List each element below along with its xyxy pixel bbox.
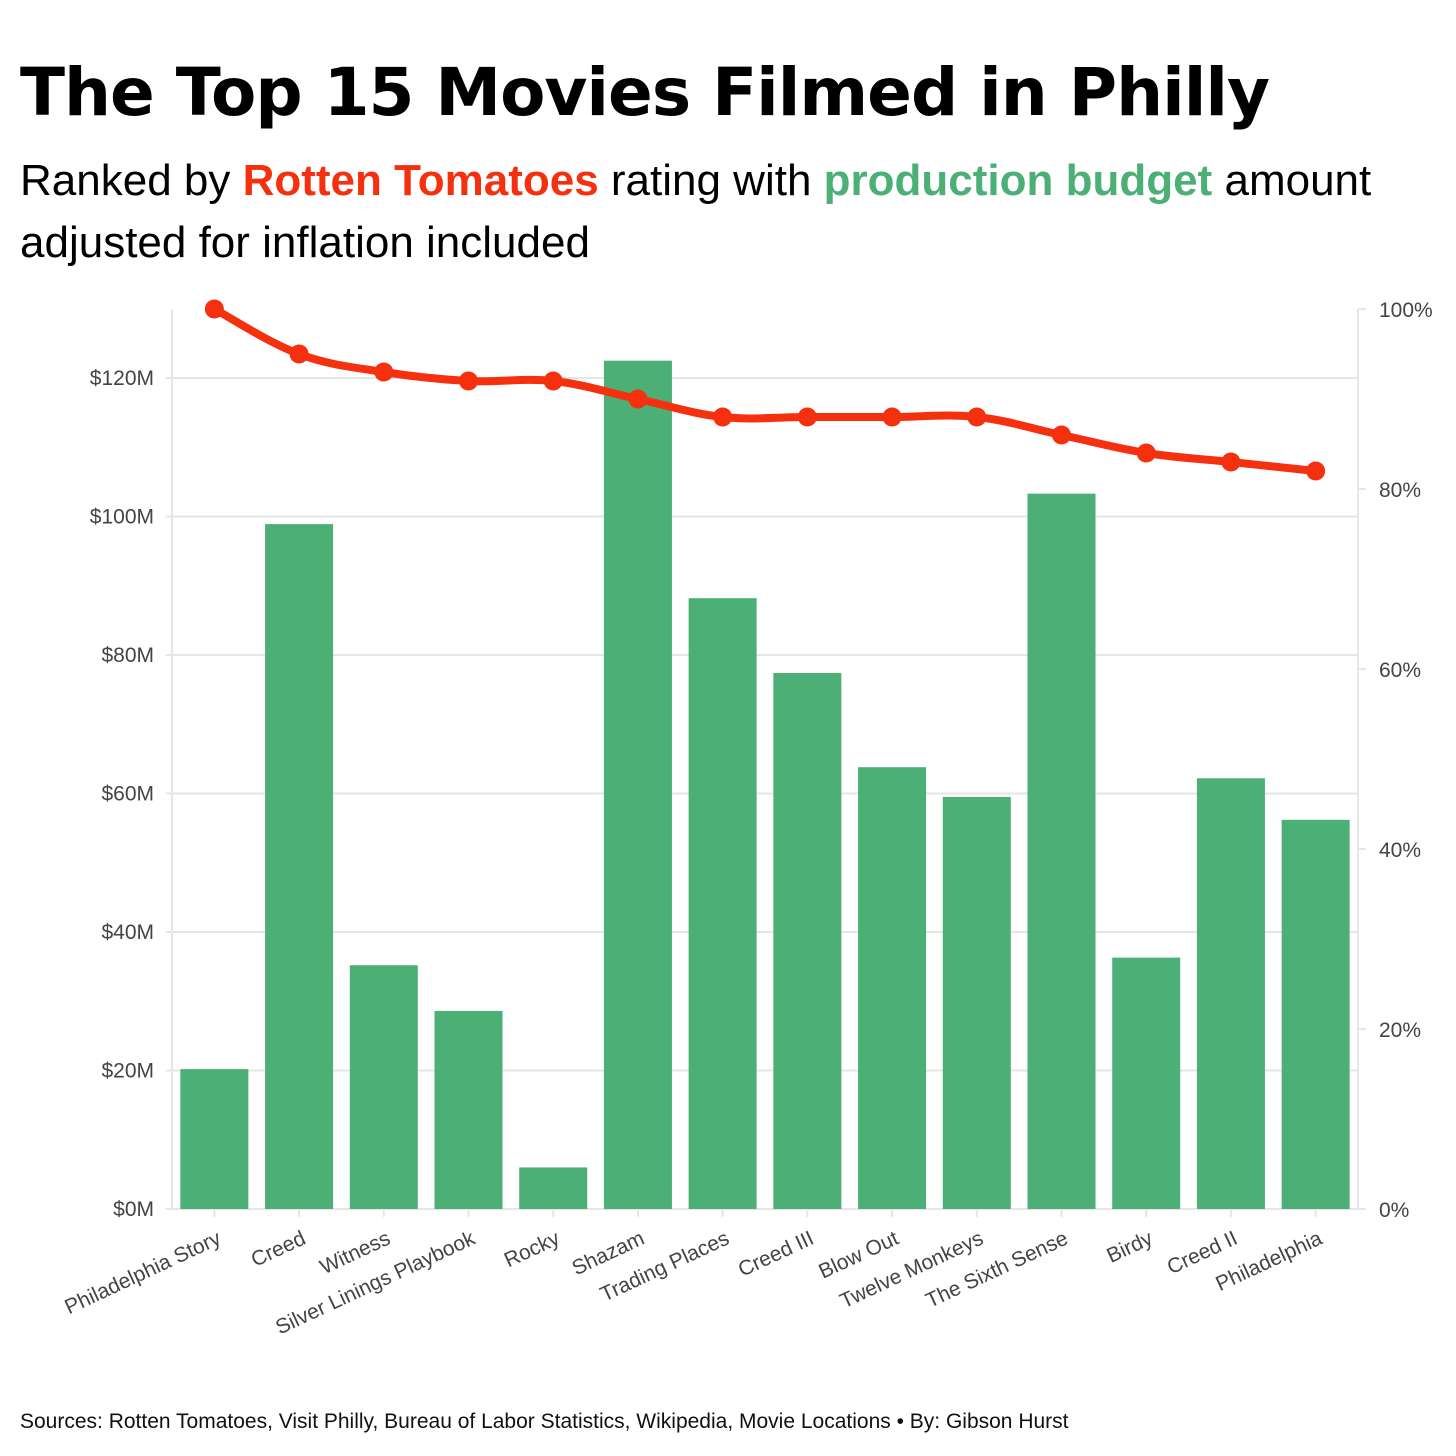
bar xyxy=(603,360,672,1209)
rating-point xyxy=(543,371,563,391)
subtitle-rotten-tomatoes: Rotten Tomatoes xyxy=(242,156,599,205)
rating-point xyxy=(1136,443,1156,463)
rating-point xyxy=(1052,425,1071,445)
bar xyxy=(773,673,842,1209)
subtitle-text: Ranked by xyxy=(20,156,243,205)
x-tick-label: Rocky xyxy=(501,1226,564,1272)
rating-point xyxy=(713,407,733,427)
bar xyxy=(349,965,418,1209)
chart-title: The Top 15 Movies Filmed in Philly xyxy=(20,54,1270,131)
rating-point xyxy=(797,407,817,427)
source-footer: Sources: Rotten Tomatoes, Visit Philly, … xyxy=(20,1410,1069,1433)
subtitle-production-budget: production budget xyxy=(823,156,1213,205)
rating-point xyxy=(459,371,478,391)
bar xyxy=(1112,957,1181,1209)
rating-point xyxy=(289,344,309,364)
bar-series xyxy=(180,360,1350,1210)
y-axis-left: $0M $20M $40M $60M $80M $100M $120M xyxy=(90,367,172,1221)
x-tick-label: Creed xyxy=(248,1227,310,1272)
chart-subtitle: Ranked by Rotten Tomatoes rating with pr… xyxy=(20,150,1440,274)
x-tick-label: Birdy xyxy=(1103,1226,1157,1267)
x-tick-label: Twelve Monkeys xyxy=(836,1227,986,1313)
subtitle-text: rating with xyxy=(598,156,824,205)
rating-point xyxy=(1221,452,1241,472)
y-tick-label-left: $80M xyxy=(101,644,154,667)
y-tick-label-right: 40% xyxy=(1379,839,1421,862)
y-tick-label-right: 20% xyxy=(1379,1019,1421,1042)
y-tick-label-left: $20M xyxy=(101,1060,154,1083)
y-tick-label-left: $40M xyxy=(101,921,154,944)
y-axis-right: 0% 20% 40% 60% 80% 100% xyxy=(1358,299,1433,1222)
rating-point xyxy=(967,407,987,427)
y-tick-label-left: $60M xyxy=(101,783,154,806)
bar xyxy=(688,598,757,1209)
x-tick-label: The Sixth Sense xyxy=(922,1227,1071,1313)
bar xyxy=(434,1010,503,1209)
bar xyxy=(1281,819,1350,1209)
rating-line-series xyxy=(204,299,1326,481)
bar xyxy=(265,524,334,1209)
bar xyxy=(519,1167,588,1209)
bar xyxy=(180,1069,249,1209)
rating-point xyxy=(374,362,394,382)
y-tick-label-right: 100% xyxy=(1379,299,1433,322)
bar xyxy=(1196,778,1265,1209)
y-tick-label-left: $120M xyxy=(90,367,154,390)
subtitle-text: amount adjusted for inflation included xyxy=(20,156,1372,267)
rating-point xyxy=(204,299,224,319)
y-tick-label-right: 80% xyxy=(1379,479,1421,502)
y-tick-label-left: $0M xyxy=(113,1198,154,1221)
bar xyxy=(858,767,927,1209)
y-tick-label-left: $100M xyxy=(90,506,154,529)
x-tick-label: Philadelphia Story xyxy=(61,1226,225,1319)
x-tick-label: Creed III xyxy=(735,1227,818,1282)
bar xyxy=(942,796,1011,1209)
bar xyxy=(1027,493,1096,1210)
rating-point xyxy=(882,407,902,427)
rating-point xyxy=(1306,461,1326,481)
rating-point xyxy=(628,389,648,409)
y-tick-label-right: 0% xyxy=(1379,1199,1409,1222)
y-tick-label-right: 60% xyxy=(1379,659,1421,682)
